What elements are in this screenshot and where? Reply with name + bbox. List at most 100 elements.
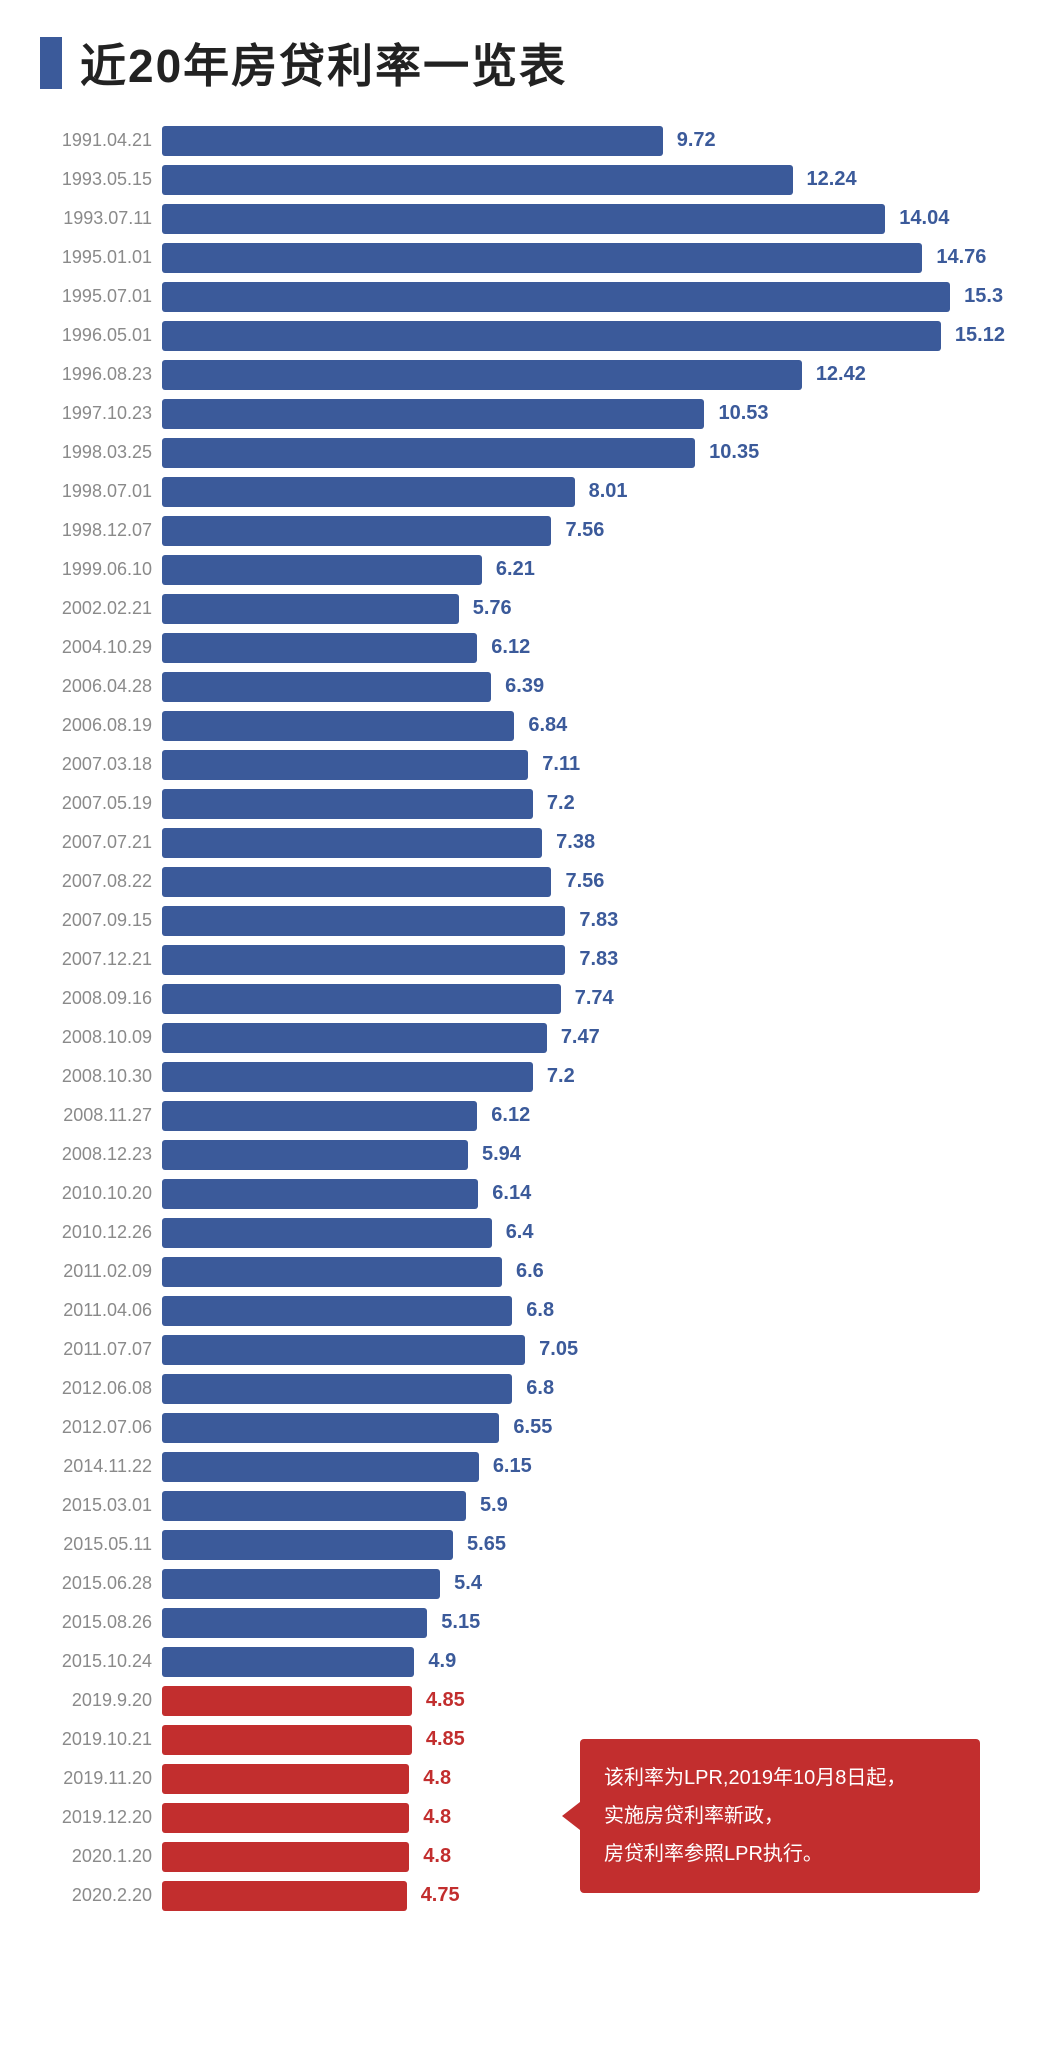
bar: [162, 672, 491, 702]
value-label: 7.11: [542, 753, 580, 776]
bar-row: 2015.08.265.15: [40, 1603, 1012, 1642]
bar-track: 7.11: [162, 745, 1012, 784]
bar-row: 2012.06.08 6.8: [40, 1369, 1012, 1408]
date-label: 2007.12.21: [40, 949, 162, 970]
bar-row: 1998.03.2510.35: [40, 433, 1012, 472]
bar-row: 2015.05.115.65: [40, 1525, 1012, 1564]
date-label: 2008.09.16: [40, 988, 162, 1009]
value-label: 6.14: [492, 1182, 531, 1205]
bar-row: 2007.07.217.38: [40, 823, 1012, 862]
bar-track: 6.4: [162, 1213, 1012, 1252]
bar: [162, 360, 802, 390]
bar-track: 6.84: [162, 706, 1012, 745]
bar-track: 14.76: [162, 238, 1012, 277]
bar-track: 7.56: [162, 862, 1012, 901]
bar-row: 1993.07.1114.04: [40, 199, 1012, 238]
chart-title: 近20年房贷利率一览表: [80, 30, 567, 96]
bar-track: 12.42: [162, 355, 1012, 394]
bar-row: 1998.07.018.01: [40, 472, 1012, 511]
bar: [162, 984, 561, 1014]
bar: [162, 1335, 525, 1365]
value-label: 7.47: [561, 1026, 600, 1049]
value-label: 6.39: [505, 675, 544, 698]
date-label: 1996.05.01: [40, 325, 162, 346]
date-label: 2008.11.27: [40, 1105, 162, 1126]
bar-track: 5.15: [162, 1603, 1012, 1642]
bar-track: 15.3: [162, 277, 1012, 316]
value-label: 15.3: [964, 285, 1003, 308]
bar: [162, 1725, 412, 1755]
date-label: 2010.10.20: [40, 1183, 162, 1204]
bar-track: 6.6: [162, 1252, 1012, 1291]
value-label: 7.83: [579, 948, 618, 971]
date-label: 2012.06.08: [40, 1378, 162, 1399]
value-label: 7.38: [556, 831, 595, 854]
bar: [162, 1413, 499, 1443]
bar-track: 14.04: [162, 199, 1012, 238]
value-label: 7.05: [539, 1338, 578, 1361]
bar-row: 2015.06.285.4: [40, 1564, 1012, 1603]
date-label: 2011.02.09: [40, 1261, 162, 1282]
bar-row: 2011.04.066.8: [40, 1291, 1012, 1330]
bar-track: 5.76: [162, 589, 1012, 628]
value-label: 6.12: [491, 1104, 530, 1127]
bar: [162, 867, 551, 897]
date-label: 1998.03.25: [40, 442, 162, 463]
bar: [162, 1881, 407, 1911]
date-label: 2012.07.06: [40, 1417, 162, 1438]
bar-row: 2007.03.187.11: [40, 745, 1012, 784]
date-label: 2011.07.07: [40, 1339, 162, 1360]
bar: [162, 1452, 479, 1482]
date-label: 2019.9.20: [40, 1690, 162, 1711]
date-label: 2011.04.06: [40, 1300, 162, 1321]
date-label: 2008.10.30: [40, 1066, 162, 1087]
value-label: 14.76: [936, 246, 986, 269]
bar: [162, 165, 793, 195]
bar-row: 2006.04.286.39: [40, 667, 1012, 706]
callout-line: 该利率为LPR,2019年10月8日起，: [604, 1759, 956, 1797]
value-label: 4.8: [423, 1806, 451, 1829]
bar-track: 6.12: [162, 1096, 1012, 1135]
value-label: 4.8: [423, 1845, 451, 1868]
date-label: 2004.10.29: [40, 637, 162, 658]
bar-chart: 1991.04.219.721993.05.1512.241993.07.111…: [40, 121, 1012, 1915]
value-label: 4.9: [428, 1650, 456, 1673]
bar-row: 2007.09.157.83: [40, 901, 1012, 940]
value-label: 12.42: [816, 363, 866, 386]
date-label: 2006.08.19: [40, 715, 162, 736]
bar-track: 7.05: [162, 1330, 1012, 1369]
value-label: 15.12: [955, 324, 1005, 347]
value-label: 4.85: [426, 1689, 465, 1712]
bar-track: 10.53: [162, 394, 1012, 433]
value-label: 7.2: [547, 792, 575, 815]
value-label: 6.8: [526, 1377, 554, 1400]
bar: [162, 1179, 478, 1209]
bar-row: 1996.05.01 15.12: [40, 316, 1012, 355]
date-label: 2015.06.28: [40, 1573, 162, 1594]
value-label: 10.53: [718, 402, 768, 425]
bar-track: 6.55: [162, 1408, 1012, 1447]
date-label: 1997.10.23: [40, 403, 162, 424]
value-label: 7.56: [565, 519, 604, 542]
bar: [162, 1257, 502, 1287]
bar-track: 15.12: [162, 316, 1012, 355]
date-label: 1998.12.07: [40, 520, 162, 541]
date-label: 2019.12.20: [40, 1807, 162, 1828]
date-label: 2010.12.26: [40, 1222, 162, 1243]
bar-row: 1999.06.106.21: [40, 550, 1012, 589]
bar: [162, 282, 950, 312]
date-label: 2014.11.22: [40, 1456, 162, 1477]
callout-line: 房贷利率参照LPR执行。: [604, 1835, 956, 1873]
date-label: 2019.11.20: [40, 1768, 162, 1789]
date-label: 1999.06.10: [40, 559, 162, 580]
date-label: 1993.07.11: [40, 208, 162, 229]
bar-row: 2008.10.307.2: [40, 1057, 1012, 1096]
value-label: 12.24: [807, 168, 857, 191]
bar-row: 1996.08.2312.42: [40, 355, 1012, 394]
bar-track: 12.24: [162, 160, 1012, 199]
bar: [162, 1530, 453, 1560]
date-label: 2008.10.09: [40, 1027, 162, 1048]
bar-track: 6.14: [162, 1174, 1012, 1213]
value-label: 8.01: [589, 480, 628, 503]
value-label: 6.55: [513, 1416, 552, 1439]
